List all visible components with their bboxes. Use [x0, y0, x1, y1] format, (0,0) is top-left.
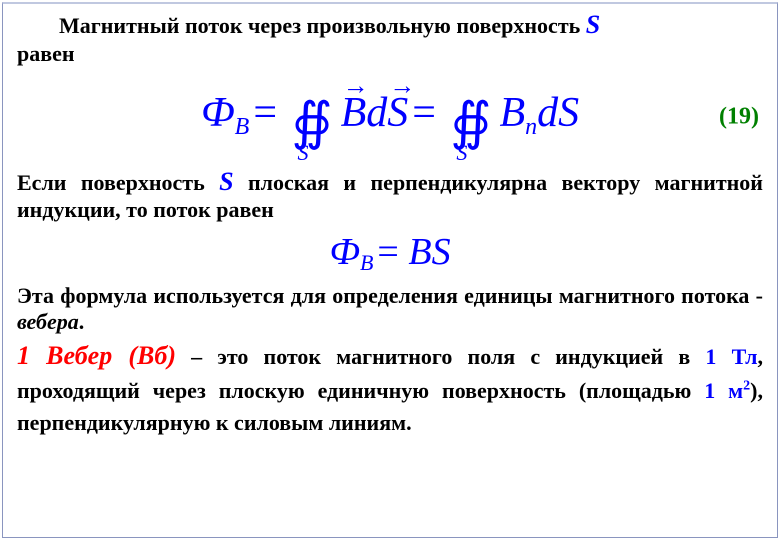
slide-frame: Магнитный поток через произвольную повер… — [2, 2, 778, 538]
paragraph-3: Эта формула используется для определения… — [17, 283, 763, 335]
eq1-integral-2: ∯ S — [450, 102, 491, 144]
eq2-phi-sub: B — [360, 250, 373, 275]
eq1-Bn-n: n — [525, 114, 537, 140]
p1-text1: Магнитный поток через произвольную повер… — [59, 13, 586, 38]
eq1-phi: Ф — [201, 90, 235, 136]
equation-2: ФB = BS — [329, 230, 450, 276]
p3-text1: Эта формула используется для определения… — [17, 283, 763, 308]
eq1-Bn-B: B — [499, 90, 525, 136]
equation-2-row: ФB = BS — [17, 227, 763, 279]
eq1-integral-1: ∯ S — [292, 102, 333, 144]
eq1-Bvec: → B — [341, 89, 367, 137]
equation-19: ФB = ∯ S → B d → S = ∯ S BndS — [201, 89, 579, 143]
p4-area: 1 м2 — [704, 378, 750, 403]
eq2-equals: = — [377, 231, 408, 273]
eq1-d1: d — [366, 90, 387, 136]
p4-unit: 1 Вебер (Вб) — [17, 341, 176, 370]
paragraph-4: 1 Вебер (Вб) – это поток магнитного поля… — [17, 337, 763, 438]
eq1-S2: S — [558, 90, 579, 136]
equation-number-19: (19) — [719, 103, 759, 130]
p4-area-val: 1 м — [704, 378, 743, 403]
eq1-Bvec-arrow: → — [343, 71, 369, 101]
eq1-d2: d — [537, 90, 558, 136]
eq1-Svec-arrow: → — [389, 71, 415, 101]
paragraph-1: Магнитный поток через произвольную повер… — [17, 10, 763, 67]
eq2-phi: Ф — [329, 231, 360, 273]
eq1-phi-sub: B — [235, 114, 250, 140]
p3-weber: вебера — [17, 309, 79, 334]
eq1-equals-1: = — [253, 90, 287, 136]
p3-dot: . — [79, 309, 85, 334]
eq1-int1-sub: S — [298, 140, 309, 166]
p1-S: S — [586, 10, 600, 39]
eq1-Svec: → S — [387, 89, 408, 137]
eq1-equals-2: = — [412, 90, 446, 136]
paragraph-2: Если поверхность S плоская и перпендикул… — [17, 167, 763, 224]
p4-text1: – это поток магнитного поля с индукцией … — [176, 344, 705, 369]
p2-S: S — [219, 167, 233, 196]
p1-text2: равен — [17, 41, 75, 66]
p2-text1: Если поверхность — [17, 170, 219, 195]
eq1-int2-sub: S — [456, 140, 467, 166]
eq2-rhs: BS — [408, 231, 450, 273]
equation-19-row: ФB = ∯ S → B d → S = ∯ S BndS (19) — [17, 71, 763, 163]
p4-tesla: 1 Тл — [705, 344, 757, 369]
